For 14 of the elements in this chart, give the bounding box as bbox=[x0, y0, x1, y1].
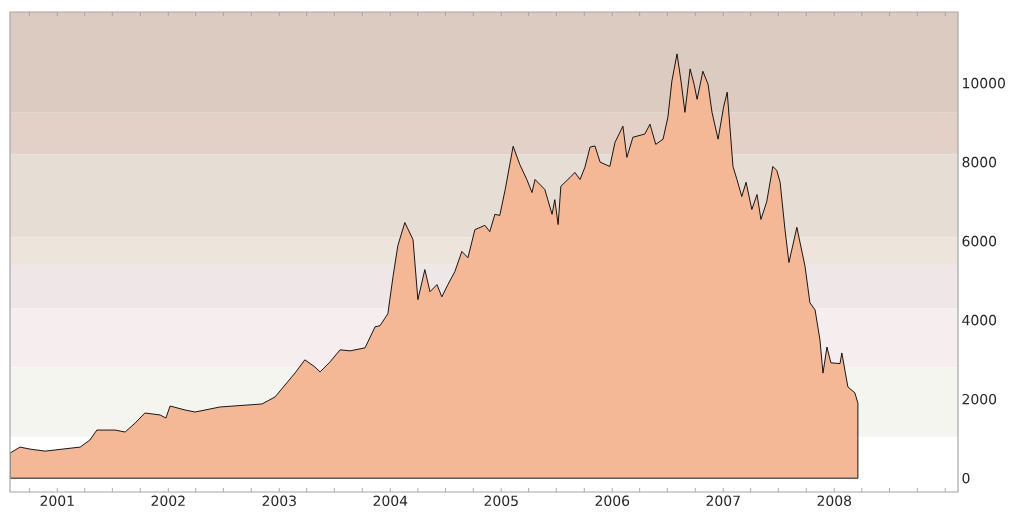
x-tick-label: 2008 bbox=[817, 495, 852, 507]
x-tick-label: 2006 bbox=[595, 495, 630, 507]
y-tick-label: 10000 bbox=[963, 77, 1005, 89]
x-tick-label: 2001 bbox=[40, 495, 74, 507]
x-tick-label: 2004 bbox=[373, 495, 408, 507]
x-tick-label: 2007 bbox=[706, 495, 740, 507]
y-tick-label: 4000 bbox=[962, 314, 997, 326]
y-tick-label: 6000 bbox=[962, 235, 997, 247]
y-tick-label: 2000 bbox=[962, 393, 997, 405]
x-tick-label: 2005 bbox=[484, 495, 518, 507]
x-tick-label: 2003 bbox=[262, 495, 296, 507]
y-tick-label: 0 bbox=[962, 472, 970, 484]
y-tick-label: 8000 bbox=[962, 156, 997, 168]
x-tick-label: 2002 bbox=[151, 495, 185, 507]
